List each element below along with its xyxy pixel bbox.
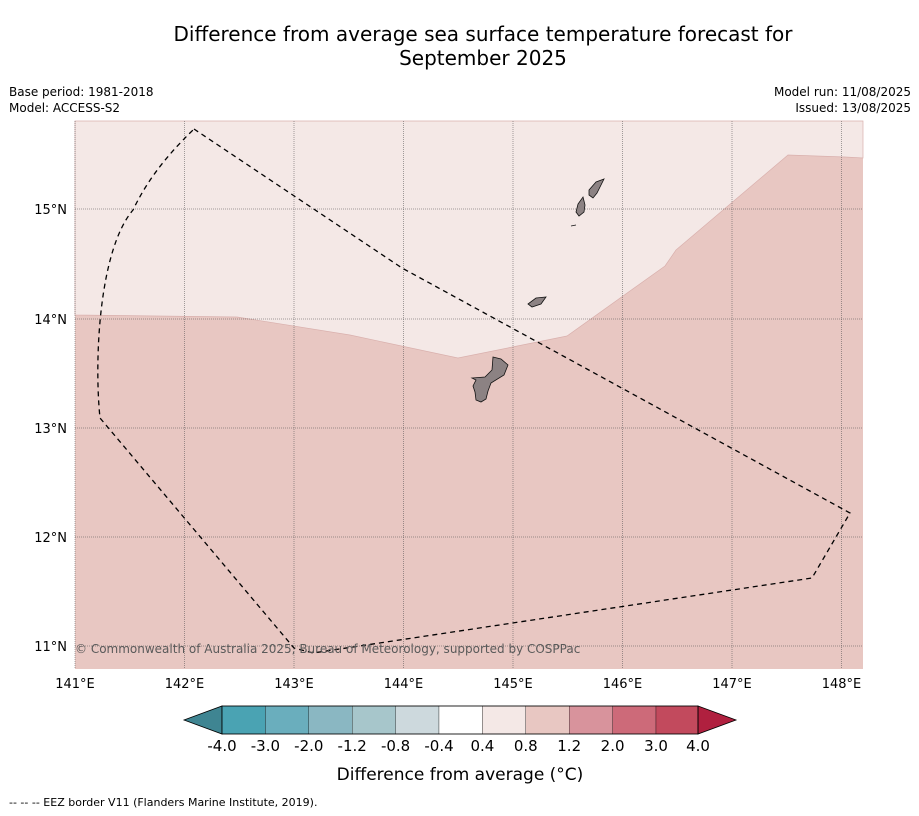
colorbar-segment xyxy=(438,705,483,735)
colorbar-label: 4.0 xyxy=(686,737,710,755)
saipan-island xyxy=(588,178,605,199)
y-tick-11n: 11°N xyxy=(34,640,67,655)
x-tick-148e: 148°E xyxy=(822,677,862,692)
y-tick-12n: 12°N xyxy=(34,531,67,546)
colorbar-segment xyxy=(265,705,309,735)
colorbar-labels: -4.0 -3.0 -2.0 -1.2 -0.8 -0.4 0.4 0.8 1.… xyxy=(207,737,710,755)
issued-label: Issued: 13/08/2025 xyxy=(795,101,911,115)
chart-title-line-1: Difference from average sea surface temp… xyxy=(173,22,793,46)
model-run-label: Model run: 11/08/2025 xyxy=(773,85,911,99)
colorbar-label: 0.4 xyxy=(470,737,494,755)
y-tick-14n: 14°N xyxy=(34,313,67,328)
colorbar-label: 1.2 xyxy=(557,737,581,755)
y-tick-15n: 15°N xyxy=(34,203,67,218)
tinian-island xyxy=(575,196,586,217)
guam-island xyxy=(470,356,509,403)
colorbar-max-extension xyxy=(697,705,738,735)
colorbar-label: -1.2 xyxy=(338,737,367,755)
base-period-label: Base period: 1981-2018 xyxy=(9,85,154,99)
eez-border xyxy=(97,128,851,654)
colorbar-segment xyxy=(221,705,266,735)
eez-border-footnote: -- -- -- EEZ border V11 (Flanders Marine… xyxy=(9,796,318,809)
colorbar xyxy=(182,705,738,735)
x-tick-labels: 141°E 142°E 143°E 144°E 145°E 146°E 147°… xyxy=(55,677,861,692)
colorbar-segment xyxy=(655,705,699,735)
x-tick-147e: 147°E xyxy=(712,677,752,692)
aguijan-island xyxy=(570,224,577,227)
y-tick-13n: 13°N xyxy=(34,422,67,437)
colorbar-label: 2.0 xyxy=(601,737,625,755)
run-info: Model run: 11/08/2025 Issued: 13/08/2025 xyxy=(774,84,911,116)
graticule xyxy=(74,121,863,669)
colorbar-label: -2.0 xyxy=(294,737,323,755)
colorbar-outline xyxy=(221,705,699,735)
colorbar-segment xyxy=(395,705,440,735)
base-period-info: Base period: 1981-2018 Model: ACCESS-S2 xyxy=(9,84,154,116)
colorbar-label: -4.0 xyxy=(207,737,236,755)
colorbar-label: 3.0 xyxy=(644,737,668,755)
colorbar-segment xyxy=(308,705,353,735)
colorbar-segment xyxy=(525,705,570,735)
copyright-notice: © Commonwealth of Australia 2025, Bureau… xyxy=(75,642,580,656)
colorbar-label: -0.8 xyxy=(381,737,410,755)
map-plot-area xyxy=(74,120,864,669)
colorbar-title: Difference from average (°C) xyxy=(337,765,584,785)
x-tick-143e: 143°E xyxy=(274,677,314,692)
colorbar-segment xyxy=(352,705,396,735)
x-tick-141e: 141°E xyxy=(55,677,95,692)
y-tick-labels: 11°N 12°N 13°N 14°N 15°N xyxy=(34,203,67,655)
x-tick-144e: 144°E xyxy=(384,677,424,692)
chart-title-line-2: September 2025 xyxy=(399,46,567,70)
rota-island xyxy=(527,296,547,308)
chart-title: Difference from average sea surface temp… xyxy=(0,22,919,70)
islands xyxy=(470,178,605,403)
colorbar-segment xyxy=(482,705,526,735)
colorbar-label: 0.8 xyxy=(514,737,538,755)
x-tick-142e: 142°E xyxy=(165,677,205,692)
colorbar-segment xyxy=(569,705,613,735)
colorbar-label: -0.4 xyxy=(424,737,453,755)
anomaly-0-4-0-8-region xyxy=(74,120,864,359)
x-tick-145e: 145°E xyxy=(493,677,533,692)
colorbar-label: -3.0 xyxy=(251,737,280,755)
colorbar-min-extension xyxy=(182,705,223,735)
colorbar-segment xyxy=(612,705,657,735)
model-label: Model: ACCESS-S2 xyxy=(9,101,121,115)
x-tick-146e: 146°E xyxy=(603,677,643,692)
